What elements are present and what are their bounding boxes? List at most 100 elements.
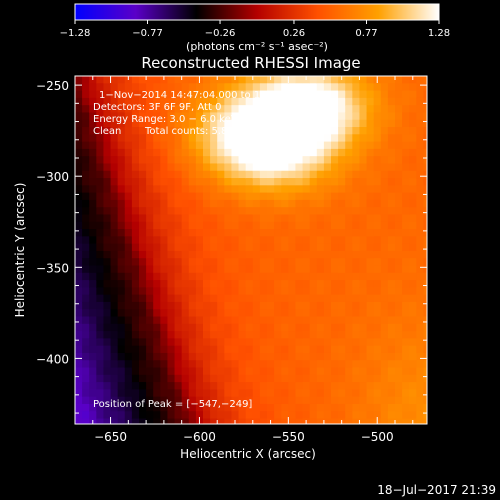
annotation-total-counts: Total counts: 5.89E+04 — [144, 126, 261, 137]
heatmap-cell — [409, 352, 417, 361]
heatmap-cell — [96, 141, 105, 150]
heatmap-cell — [131, 301, 140, 310]
heatmap-cell — [224, 352, 233, 361]
heatmap-cell — [416, 250, 425, 259]
heatmap-cell — [316, 119, 325, 128]
heatmap-cell — [89, 287, 97, 296]
heatmap-cell — [288, 83, 297, 92]
heatmap-cell — [139, 83, 147, 92]
heatmap-cell — [416, 294, 425, 303]
heatmap-cell — [387, 294, 396, 303]
heatmap-cell — [238, 294, 247, 303]
heatmap-cell — [181, 323, 190, 332]
heatmap-cell — [409, 170, 417, 179]
heatmap-cell — [274, 207, 282, 216]
heatmap-cell — [238, 367, 247, 376]
heatmap-cell — [259, 192, 268, 201]
heatmap-cell — [295, 287, 304, 296]
heatmap-cell — [89, 90, 97, 99]
heatmap-cell — [380, 265, 389, 274]
heatmap-cell — [373, 119, 382, 128]
heatmap-cell — [146, 178, 154, 186]
heatmap-cell — [96, 280, 105, 288]
heatmap-cell — [387, 418, 396, 424]
heatmap-cell — [217, 382, 225, 390]
heatmap-cell — [75, 258, 83, 267]
heatmap-cell — [96, 309, 105, 318]
heatmap-cell — [331, 316, 339, 325]
heatmap-cell — [309, 360, 318, 369]
heatmap-cell — [423, 418, 427, 424]
heatmap-cell — [188, 90, 197, 99]
heatmap-cell — [380, 367, 389, 376]
heatmap-cell — [359, 345, 368, 354]
heatmap-cell — [309, 345, 318, 354]
heatmap-cell — [224, 170, 233, 179]
heatmap-cell — [245, 294, 254, 303]
heatmap-cell — [352, 83, 361, 92]
heatmap-cell — [373, 207, 382, 216]
heatmap-cell — [416, 229, 425, 237]
heatmap-cell — [131, 280, 140, 288]
heatmap-cell — [302, 352, 311, 361]
heatmap-cell — [387, 229, 396, 237]
heatmap-cell — [259, 418, 268, 424]
heatmap-cell — [181, 112, 190, 121]
heatmap-cell — [139, 403, 147, 412]
heatmap-cell — [181, 163, 190, 172]
heatmap-cell — [295, 163, 304, 172]
heatmap-cell — [423, 331, 427, 339]
heatmap-cell — [373, 141, 382, 150]
heatmap-cell — [139, 287, 147, 296]
heatmap-cell — [359, 331, 368, 339]
heatmap-cell — [139, 156, 147, 165]
heatmap-cell — [153, 287, 161, 296]
heatmap-cell — [210, 156, 218, 165]
heatmap-cell — [131, 418, 140, 424]
heatmap-cell — [387, 345, 396, 354]
heatmap-cell — [267, 229, 275, 237]
heatmap-cell — [267, 338, 275, 347]
heatmap-cell — [110, 316, 119, 325]
heatmap-cell — [302, 141, 311, 150]
heatmap-cell — [345, 170, 353, 179]
heatmap-cell — [259, 170, 268, 179]
heatmap-cell — [366, 170, 375, 179]
heatmap-cell — [231, 236, 240, 245]
heatmap-cell — [103, 345, 112, 354]
heatmap-cell — [366, 178, 375, 186]
heatmap-cell — [153, 396, 161, 405]
heatmap-cell — [252, 156, 261, 165]
heatmap-cell — [281, 105, 289, 114]
heatmap-cell — [409, 287, 417, 296]
heatmap-cell — [124, 207, 133, 216]
heatmap-cell — [188, 389, 197, 398]
heatmap-cell — [316, 352, 325, 361]
y-tick-label: −400 — [36, 352, 69, 366]
heatmap-cell — [110, 207, 119, 216]
heatmap-cell — [89, 265, 97, 274]
heatmap-cell — [288, 199, 297, 208]
heatmap-cell — [395, 119, 403, 128]
heatmap-cell — [252, 418, 261, 424]
heatmap-cell — [75, 345, 83, 354]
heatmap-cell — [103, 360, 112, 369]
heatmap-cell — [231, 214, 240, 223]
heatmap-cell — [259, 294, 268, 303]
heatmap-cell — [89, 403, 97, 412]
heatmap-cell — [181, 134, 190, 143]
heatmap-cell — [395, 352, 403, 361]
heatmap-cell — [124, 403, 133, 412]
heatmap-cell — [231, 294, 240, 303]
heatmap-cell — [309, 338, 318, 347]
heatmap-cell — [352, 192, 361, 201]
heatmap-cell — [295, 119, 304, 128]
heatmap-cell — [352, 170, 361, 179]
heatmap-cell — [352, 134, 361, 143]
heatmap-cell — [82, 316, 90, 325]
heatmap-cell — [124, 119, 133, 128]
heatmap-cell — [117, 105, 126, 114]
heatmap-cell — [188, 243, 197, 252]
heatmap-cell — [124, 323, 133, 332]
heatmap-cell — [89, 229, 97, 237]
